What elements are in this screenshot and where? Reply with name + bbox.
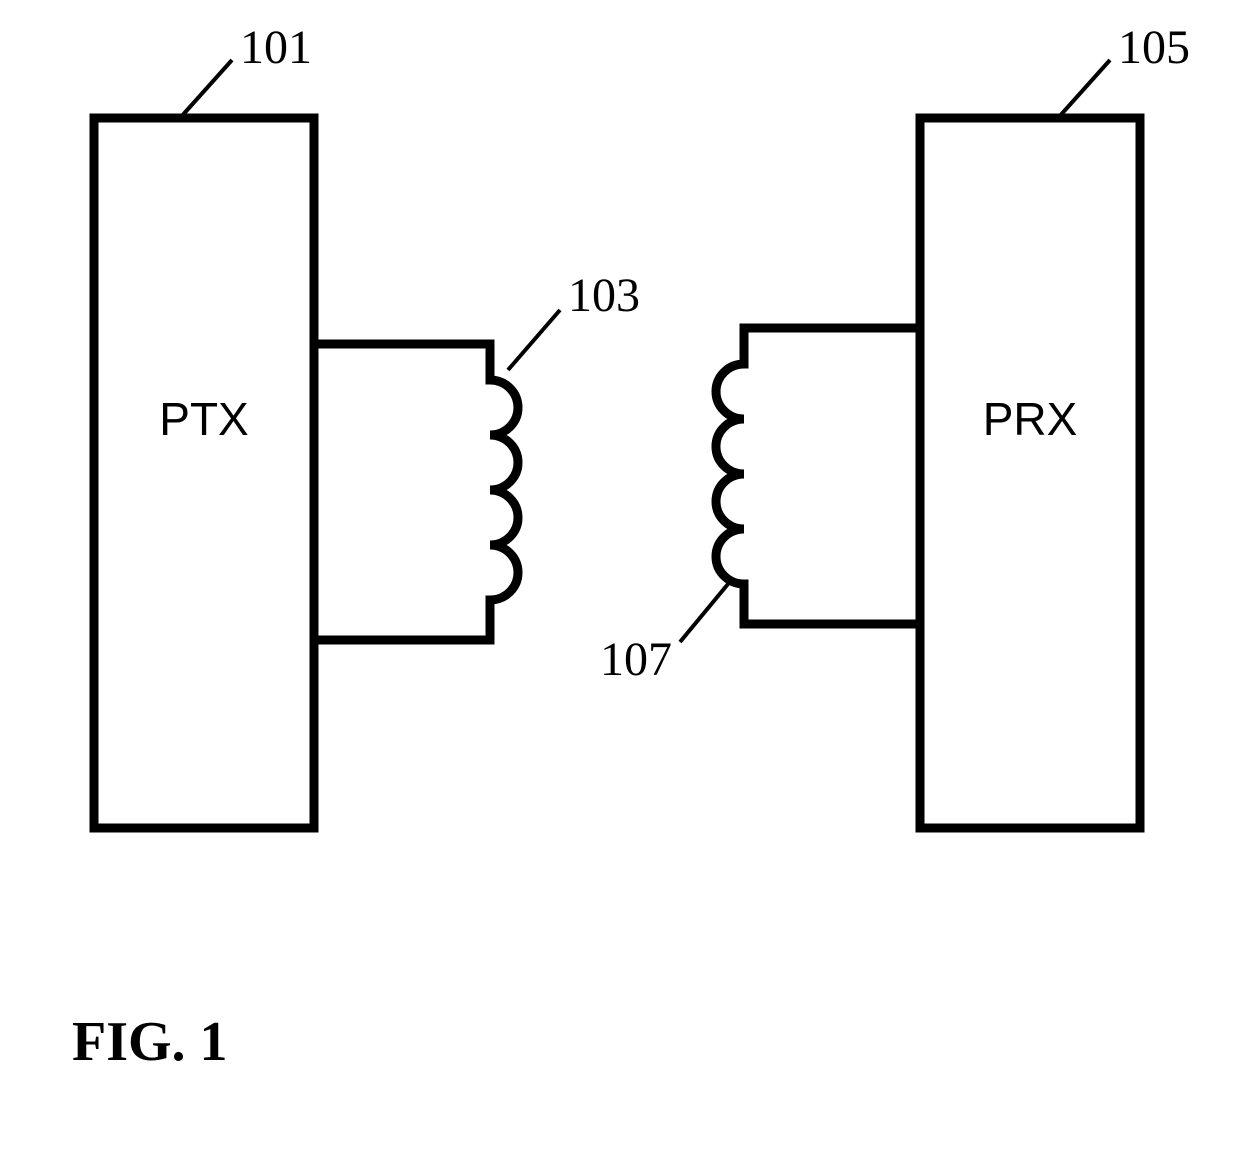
leader-101: [180, 60, 232, 118]
ptx-block: [94, 118, 314, 828]
prx-block: [920, 118, 1140, 828]
leader-107: [680, 584, 728, 642]
ptx-label: PTX: [94, 392, 314, 446]
ref-105: 105: [1118, 20, 1190, 75]
ref-101: 101: [240, 20, 312, 75]
schematic-svg: [0, 0, 1240, 1167]
rx-coil: [716, 328, 920, 624]
leader-103: [508, 310, 560, 370]
ref-107: 107: [600, 632, 672, 687]
tx-coil: [314, 344, 518, 640]
figure-label: FIG. 1: [72, 1010, 228, 1074]
prx-label: PRX: [920, 392, 1140, 446]
leader-105: [1058, 60, 1110, 118]
diagram-container: 101 105 103 107 PTX PRX FIG. 1: [0, 0, 1240, 1167]
ref-103: 103: [568, 268, 640, 323]
